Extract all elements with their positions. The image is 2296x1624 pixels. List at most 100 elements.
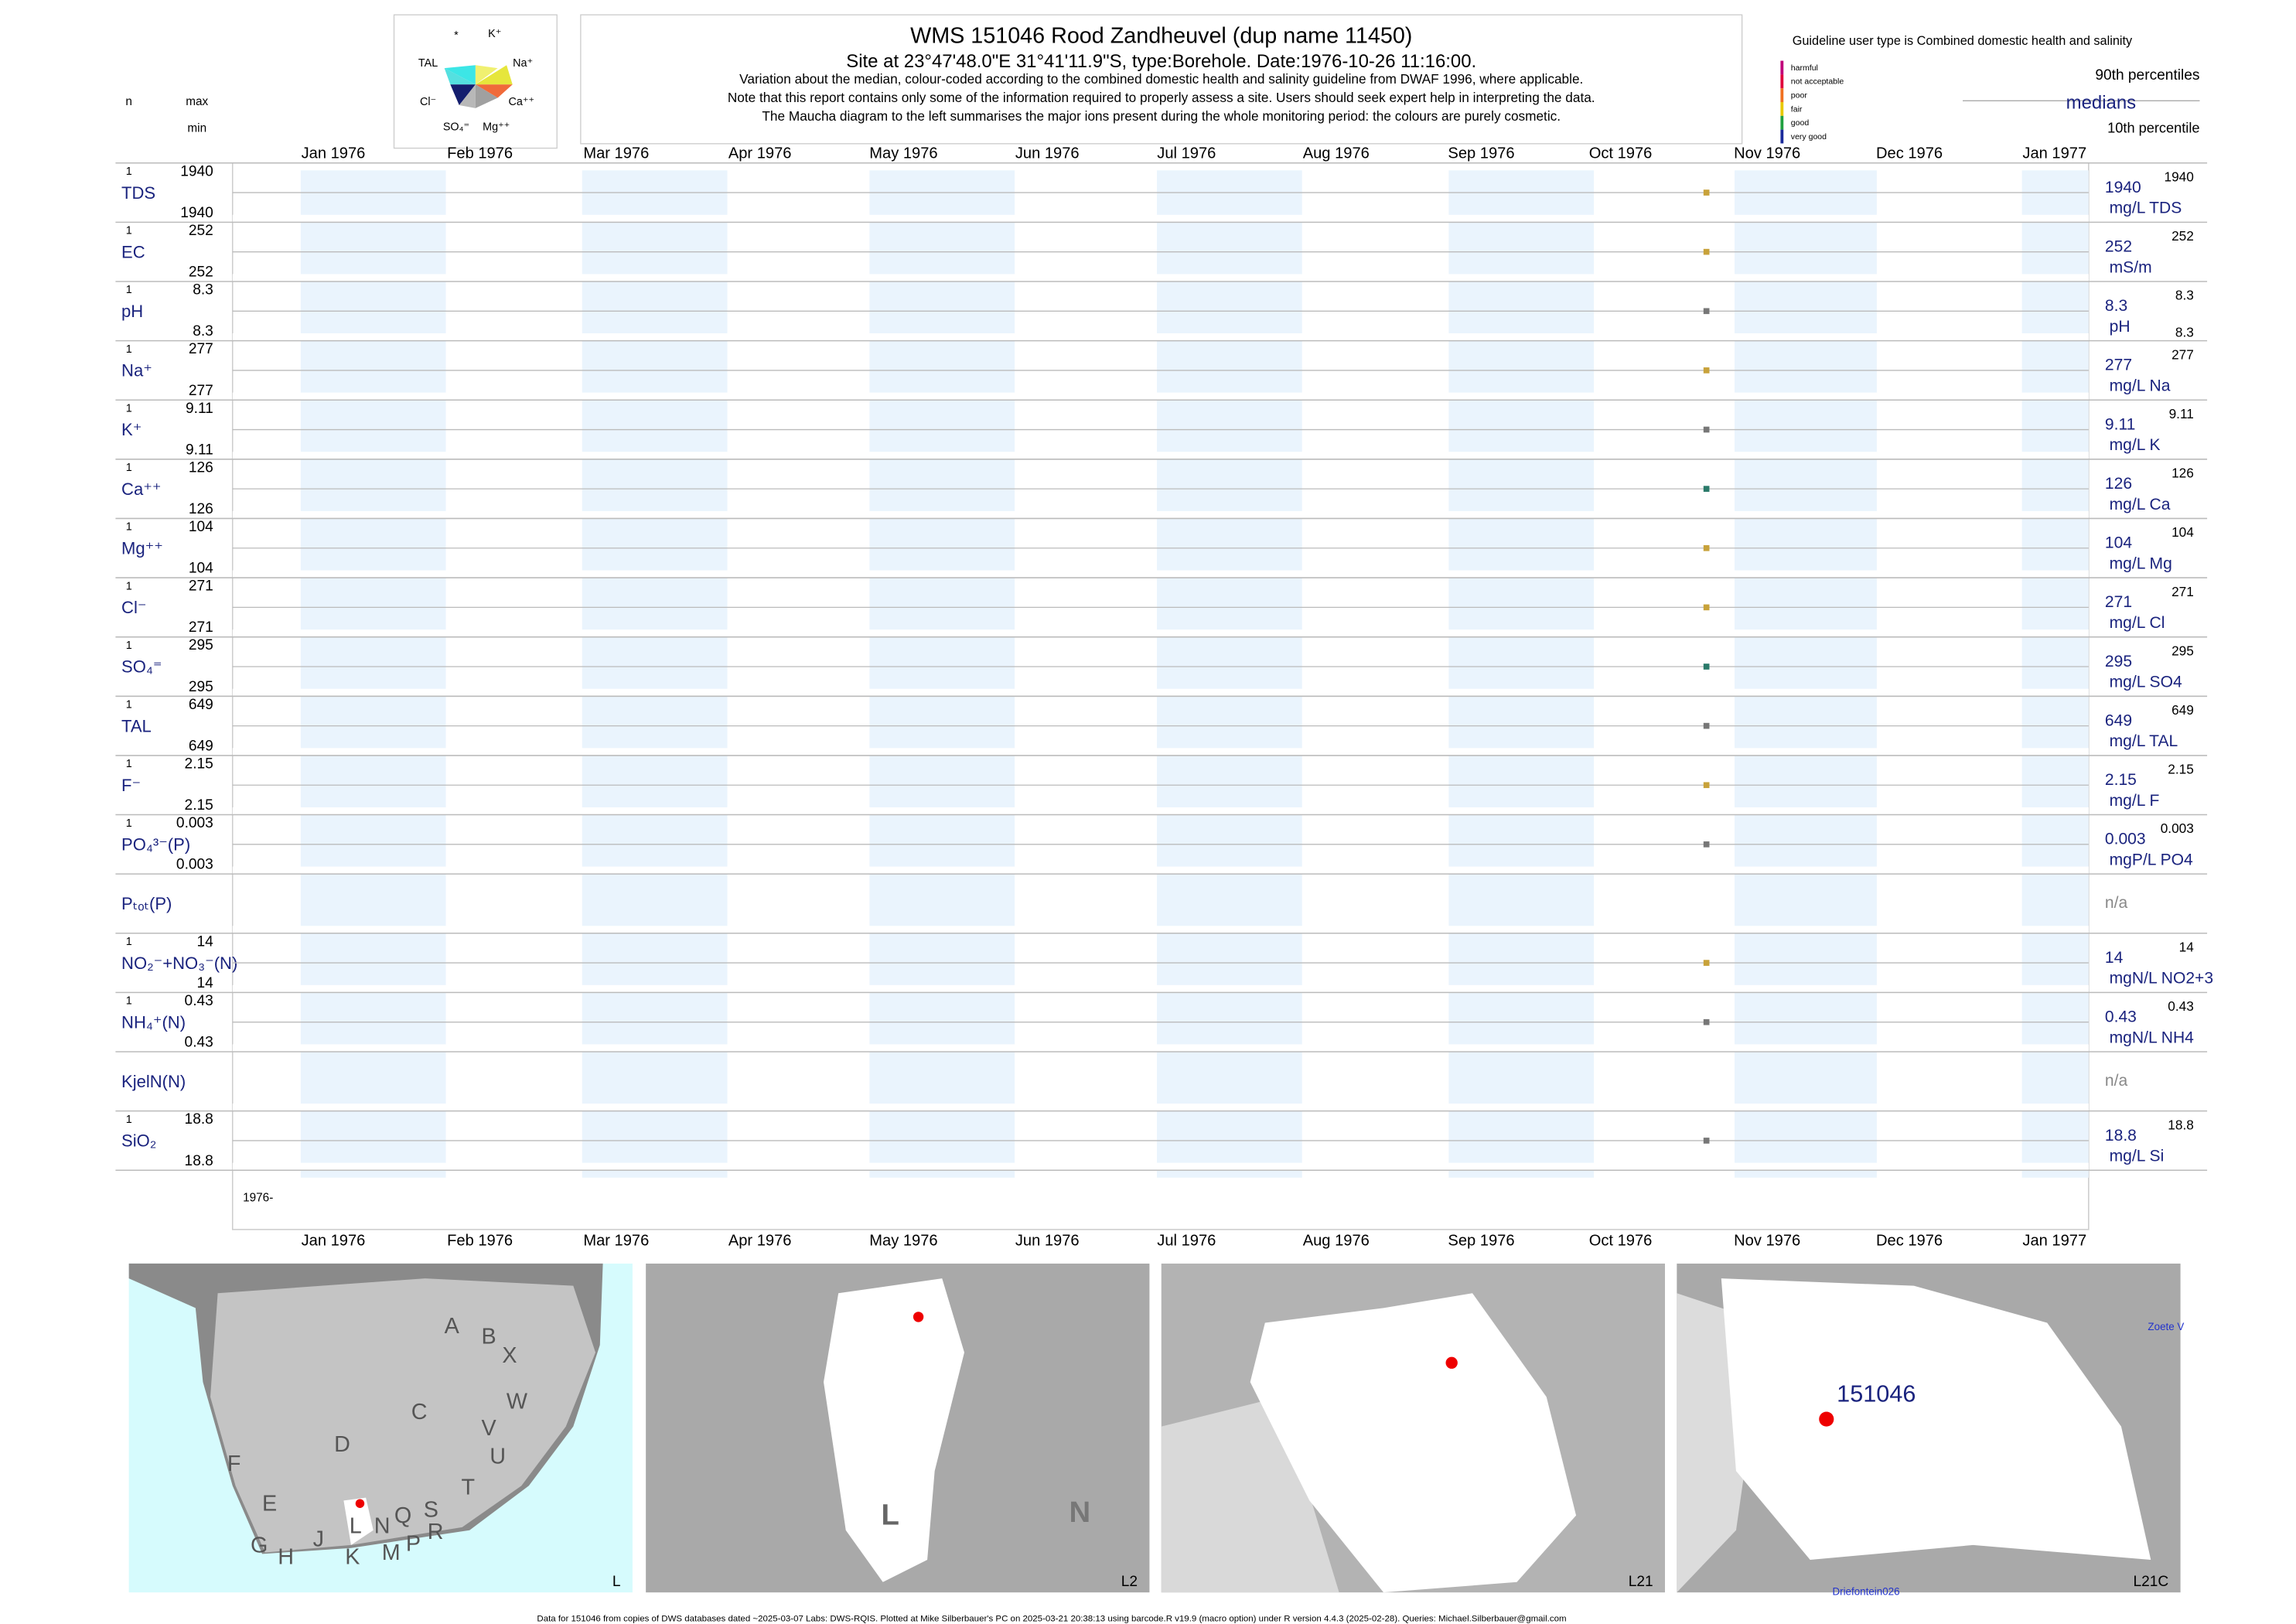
max-value: 649	[189, 697, 213, 713]
month-band	[1156, 170, 1302, 1178]
max-value: 0.43	[185, 993, 213, 1009]
place-label: Zoete V	[2148, 1321, 2184, 1332]
region-letter: J	[313, 1527, 324, 1552]
map-panel	[1677, 1263, 2181, 1593]
region-letter: B	[482, 1324, 496, 1349]
month-label: Jul 1976	[1157, 1233, 1216, 1250]
unit: mg/L TAL	[2110, 732, 2178, 750]
month-label: Nov 1976	[1734, 145, 1800, 162]
region-letter: S	[424, 1497, 438, 1522]
count: 1	[126, 225, 132, 237]
median-value: n/a	[2105, 894, 2128, 912]
count: 1	[126, 699, 132, 711]
maucha-label: Ca⁺⁺	[508, 96, 534, 108]
count: 1	[126, 462, 132, 474]
note: The Maucha diagram to the left summarise…	[762, 108, 1561, 124]
site-dot	[1819, 1411, 1834, 1427]
min-value: 18.8	[185, 1153, 213, 1169]
sample-marker	[1703, 308, 1710, 315]
site-dot	[1445, 1356, 1458, 1369]
region-letter: K	[345, 1545, 360, 1570]
class-label: not acceptable	[1791, 77, 1844, 87]
p90-value: 295	[2171, 643, 2194, 658]
sample-marker	[1703, 664, 1710, 670]
min-value: 2.15	[185, 797, 213, 814]
median-value: 649	[2105, 711, 2132, 729]
region-letter: U	[490, 1444, 506, 1469]
region-letter: E	[262, 1492, 277, 1517]
min-value: 104	[189, 561, 213, 577]
count: 1	[126, 817, 132, 830]
month-label: May 1976	[869, 1233, 937, 1250]
median-value: 126	[2105, 475, 2132, 493]
subtitle: Site at 23°47'48.0"E 31°41'11.9"S, type:…	[846, 51, 1476, 72]
unit: mg/L Cl	[2110, 614, 2165, 632]
note: Note that this report contains only some…	[728, 90, 1595, 105]
count: 1	[126, 580, 132, 592]
row-gap	[232, 1162, 2089, 1171]
max-value: 14	[197, 933, 214, 950]
unit: mg/L Na	[2110, 377, 2171, 395]
maucha-label: TAL	[418, 57, 438, 70]
median-value: 0.43	[2105, 1008, 2137, 1026]
row-gap	[232, 748, 2089, 756]
col-head: min	[187, 122, 206, 135]
min-value: 126	[189, 501, 213, 517]
median-value: 18.8	[2105, 1127, 2137, 1145]
sample-marker	[1703, 1138, 1710, 1144]
count: 1	[126, 165, 132, 178]
sample-marker	[1703, 248, 1710, 255]
region-letter: L	[882, 1499, 899, 1532]
parameter-name: pH	[121, 302, 143, 321]
site-dot	[355, 1499, 365, 1508]
p90-value: 2.15	[2168, 762, 2194, 777]
month-label: May 1976	[869, 145, 937, 162]
note: Variation about the median, colour-coded…	[739, 71, 1583, 87]
region-letter: C	[411, 1400, 428, 1424]
region-letter: X	[502, 1343, 517, 1368]
month-label: Jun 1976	[1015, 145, 1080, 162]
month-label: Sep 1976	[1448, 145, 1514, 162]
sa-land	[210, 1278, 596, 1553]
min-value: 649	[189, 738, 213, 754]
parameter-name: TDS	[121, 183, 155, 203]
month-band	[2021, 170, 2089, 1178]
row-gap	[232, 274, 2089, 281]
map-panel	[1161, 1263, 1666, 1593]
min-value: 295	[189, 679, 213, 695]
month-label: Mar 1976	[583, 145, 649, 162]
catchment	[824, 1278, 964, 1582]
row-gap	[232, 807, 2089, 815]
count: 1	[126, 640, 132, 652]
region-letter: T	[462, 1476, 476, 1500]
p10-label: 10th percentile	[2107, 120, 2199, 135]
class-swatch	[1780, 115, 1784, 130]
min-value: 271	[189, 619, 213, 636]
sample-marker	[1703, 367, 1710, 374]
month-label: Feb 1976	[447, 1233, 513, 1250]
class-label: poor	[1791, 91, 1808, 101]
map-corner-label: L21C	[2134, 1574, 2169, 1590]
month-label: Jan 1976	[302, 1233, 366, 1250]
row-gap	[232, 866, 2089, 875]
month-label: Feb 1976	[447, 145, 513, 162]
map-panel	[646, 1263, 1150, 1593]
count: 1	[126, 995, 132, 1008]
unit: mg/L F	[2110, 792, 2160, 810]
parameter-name: Mg⁺⁺	[121, 538, 163, 558]
count: 1	[126, 402, 132, 415]
p90-value: 271	[2171, 584, 2194, 599]
p90-value: 0.003	[2161, 821, 2194, 836]
title-box	[580, 14, 1743, 145]
month-label: Aug 1976	[1303, 1233, 1370, 1250]
month-label: Dec 1976	[1876, 1233, 1943, 1250]
maucha-diagram	[444, 65, 513, 108]
region-letter: V	[482, 1416, 497, 1441]
col-head: n	[125, 95, 132, 108]
row-gap	[232, 1104, 2089, 1111]
sample-marker	[1703, 960, 1710, 966]
median-value: 8.3	[2105, 297, 2127, 315]
min-value: 8.3	[193, 323, 213, 339]
row-gap	[232, 570, 2089, 578]
